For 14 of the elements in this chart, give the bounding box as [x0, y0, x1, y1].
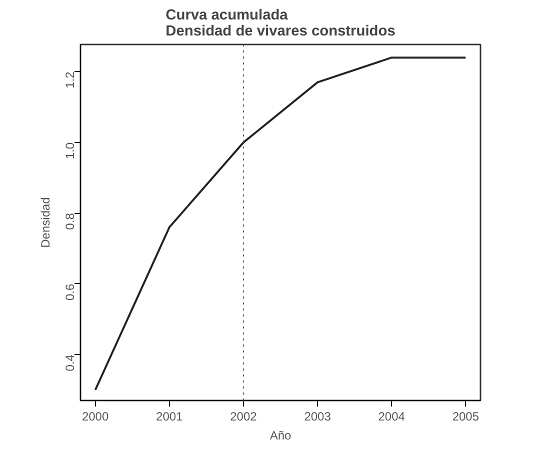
x-tick-label: 2005	[452, 410, 480, 424]
x-tick-label: 2002	[230, 410, 258, 424]
chart-title: Curva acumulada Densidad de vivares construidos	[166, 8, 396, 40]
y-tick-label: 0.4	[63, 354, 77, 372]
y-tick-label: 0.6	[63, 284, 77, 301]
y-tick-label: 0.8	[63, 212, 77, 230]
x-tick-label: 2000	[82, 410, 109, 424]
x-axis-title: Año	[270, 428, 292, 442]
y-tick-label: 1.0	[63, 142, 77, 160]
x-tick-label: 2004	[378, 410, 406, 424]
y-tick-label: 1.2	[63, 71, 77, 88]
x-tick-label: 2001	[156, 410, 184, 424]
x-tick-label: 2003	[304, 410, 332, 424]
y-axis-title: Densidad	[38, 197, 52, 248]
